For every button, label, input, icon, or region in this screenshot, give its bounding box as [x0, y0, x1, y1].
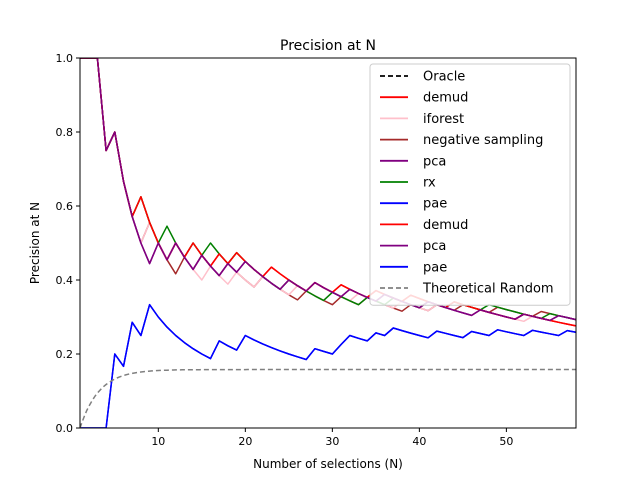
chart-title: Precision at N	[280, 38, 376, 54]
y-tick-label: 0.2	[56, 348, 74, 361]
x-tick-label: 20	[238, 435, 252, 448]
plot-lines	[80, 58, 576, 428]
legend-label-negative-sampling: negative sampling	[423, 133, 543, 148]
x-tick-label: 30	[325, 435, 339, 448]
legend-label-pae: pae	[423, 260, 447, 275]
legend-label-demud: demud	[423, 218, 468, 233]
legend: Oracle demud iforest negative sampling pca rx…	[369, 63, 571, 306]
legend-label-pae: pae	[423, 197, 447, 212]
y-tick-label: 0.4	[56, 274, 74, 287]
legend-label-demud: demud	[423, 91, 468, 106]
x-axis-label: Number of selections (N)	[253, 457, 403, 471]
series-line-pae	[80, 303, 576, 428]
y-tick-label: 0.6	[56, 200, 74, 213]
legend-label-rx: rx	[423, 176, 436, 191]
legend-box	[369, 63, 571, 306]
series-line-pae	[80, 303, 576, 428]
series-line-rx	[80, 58, 576, 321]
y-tick-label: 1.0	[56, 52, 74, 65]
legend-label-oracle: Oracle	[423, 70, 465, 85]
axes-frame	[79, 57, 577, 429]
legend-label-theoretical-random: Theoretical Random	[422, 282, 554, 297]
legend-label-pca: pca	[423, 154, 446, 169]
series-line-pca	[80, 58, 576, 322]
series-line-theoretical-random	[80, 368, 576, 428]
legend-label-pca: pca	[423, 239, 446, 254]
y-tick-label: 0.0	[56, 422, 74, 435]
x-tick-label: 40	[412, 435, 426, 448]
y-ticks: 0.0 0.2 0.4 0.6 0.8 1.0	[56, 52, 80, 435]
y-tick-label: 0.8	[56, 126, 74, 139]
y-axis-label: Precision at N	[28, 202, 42, 284]
x-tick-label: 50	[499, 435, 513, 448]
x-tick-label: 10	[151, 435, 165, 448]
legend-label-iforest: iforest	[423, 112, 464, 127]
x-ticks: 10 20 30 40 50	[151, 428, 513, 448]
